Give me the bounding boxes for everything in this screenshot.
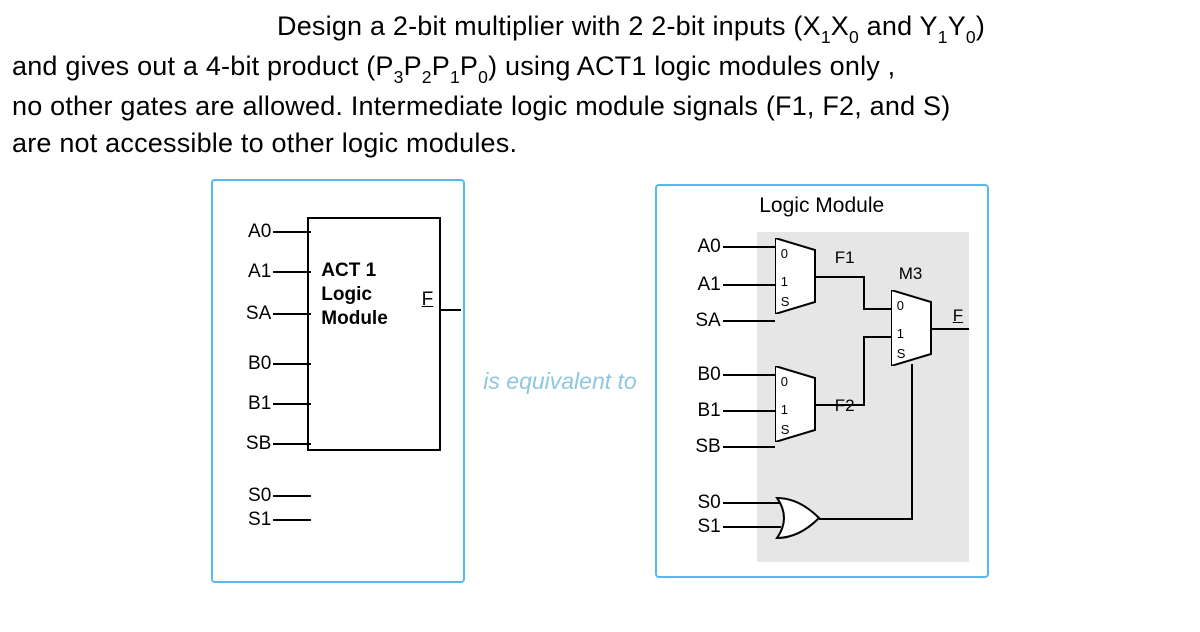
act1-out-label: F — [422, 289, 434, 311]
rp-wire-s1 — [723, 526, 781, 528]
rp-pin-s0: S0 — [681, 492, 721, 514]
lp-pin-sa: SA — [231, 303, 271, 325]
wire-or-v — [911, 364, 913, 520]
act1-block-panel: ACT 1 Logic Module A0 A1 SA B0 B1 SB S0S1 F — [211, 179, 465, 583]
m3-in0: 0 — [897, 298, 904, 313]
lp-pin-a0: A0 — [231, 221, 271, 243]
wire-f2-h — [815, 404, 865, 406]
f1-label: F1 — [835, 248, 855, 268]
t1: Design a 2-bit multiplier with 2 2-bit i… — [277, 11, 821, 41]
act1-block: ACT 1 Logic Module — [307, 217, 441, 451]
lp-pin-b1: B1 — [231, 393, 271, 415]
rp-pin-a0: A0 — [681, 236, 721, 258]
logic-module-title: Logic Module — [657, 186, 987, 218]
t2b: ) using ACT1 logic modules only , — [488, 51, 895, 81]
lp-wire-a0 — [273, 231, 311, 233]
rp-wire-b0 — [723, 374, 775, 376]
f1-in0: 0 — [781, 246, 788, 261]
rp-wire-a1 — [723, 284, 775, 286]
rp-wire-sa — [723, 320, 775, 322]
lp-wire-s0 — [273, 495, 311, 497]
wire-f1-m3 — [863, 308, 891, 310]
act1-l1: ACT 1 — [321, 260, 376, 281]
lp-pin-s0: S0 — [231, 485, 271, 507]
t3: no other gates are allowed. Intermediate… — [12, 91, 950, 121]
wire-f1-v — [863, 276, 865, 308]
logic-module-panel: Logic Module A0A1SAB0B1SBS0S1 0 1 S F1 0… — [655, 184, 989, 578]
out-f-label: F — [953, 306, 963, 326]
wire-f-out — [931, 328, 969, 330]
x0: 0 — [849, 27, 859, 47]
rp-pin-b1: B1 — [681, 400, 721, 422]
f2-in0: 0 — [781, 374, 788, 389]
lp-pin-sb: SB — [231, 433, 271, 455]
rp-wire-sb — [723, 446, 775, 448]
t4: are not accessible to other logic module… — [12, 128, 517, 158]
p2: 2 — [422, 67, 432, 87]
y0: 0 — [966, 27, 976, 47]
lp-wire-b1 — [273, 403, 311, 405]
rp-pin-sa: SA — [681, 310, 721, 332]
andY: and Y — [859, 11, 938, 41]
act1-l3: Module — [321, 308, 388, 329]
f1-s: S — [781, 294, 790, 309]
wire-f2-m3 — [863, 336, 891, 338]
lp-wire-sa — [273, 313, 311, 315]
m3-label: M3 — [899, 264, 923, 284]
f2-s: S — [781, 422, 790, 437]
x1: 1 — [821, 27, 831, 47]
lp-pin-a1: A1 — [231, 261, 271, 283]
rp-wire-b1 — [723, 410, 775, 412]
t2a: and gives out a 4-bit product (P — [12, 51, 394, 81]
rp-pin-a1: A1 — [681, 274, 721, 296]
wire-f2-v — [863, 336, 865, 406]
act1-label: ACT 1 Logic Module — [309, 219, 439, 330]
f2-label: F2 — [835, 396, 855, 416]
lp-wire-sb — [273, 443, 311, 445]
act1-l2: Logic — [321, 284, 372, 305]
lp-pin-b0: B0 — [231, 353, 271, 375]
or-gate — [775, 496, 839, 545]
t1b: ) — [976, 11, 985, 41]
figure-row: ACT 1 Logic Module A0A1SAB0B1SBS0S1 F is… — [0, 179, 1200, 583]
lp-wire-b0 — [273, 363, 311, 365]
lp-wire-s1 — [273, 519, 311, 521]
rp-pin-s1: S1 — [681, 516, 721, 538]
rp-pin-sb: SB — [681, 436, 721, 458]
wire-or-h — [819, 518, 913, 520]
m3-s: S — [897, 346, 906, 361]
m3-in1: 1 — [897, 326, 904, 341]
y1: 1 — [938, 27, 948, 47]
rp-wire-a0 — [723, 246, 775, 248]
rp-wire-s0 — [723, 502, 781, 504]
problem-text: Design a 2-bit multiplier with 2 2-bit i… — [0, 0, 1200, 167]
act1-out-wire — [441, 309, 461, 311]
p0: 0 — [478, 67, 488, 87]
lp-wire-a1 — [273, 271, 311, 273]
lp-pin-s1: S1 — [231, 509, 271, 531]
f1-in1: 1 — [781, 274, 788, 289]
wire-f1-h — [815, 276, 865, 278]
f2-in1: 1 — [781, 402, 788, 417]
rp-pin-b0: B0 — [681, 364, 721, 386]
p1: 1 — [450, 67, 460, 87]
equivalent-to: is equivalent to — [483, 368, 636, 395]
p3: 3 — [394, 67, 404, 87]
